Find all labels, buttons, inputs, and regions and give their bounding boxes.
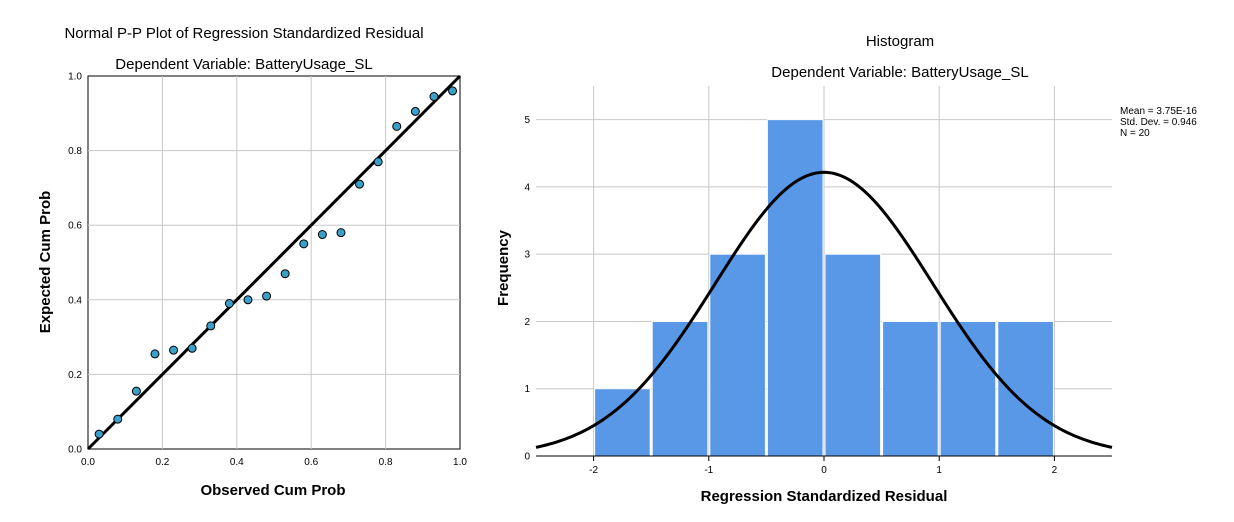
hist-y-tick-label: 0	[524, 452, 530, 463]
hist-bar	[651, 320, 709, 457]
pp-data-point	[169, 345, 179, 355]
pp-data-point	[429, 92, 439, 102]
pp-data-point	[243, 295, 253, 305]
stats-legend: Mean = 3.75E-16 Std. Dev. = 0.946 N = 20	[1120, 106, 1197, 139]
pp-data-point	[280, 269, 290, 279]
pp-plot: 0.0 0.2 0.4 0.6 0.8 1.0 0.0 0.2 0.4 0.6 0.8 1.0	[68, 72, 467, 469]
pp-y-tick-label: 0.2	[68, 370, 82, 381]
pp-x-tick-label: 0.6	[304, 457, 318, 468]
hist-y-tick-label: 4	[524, 182, 530, 193]
pp-data-point	[392, 121, 402, 131]
hist-bar	[594, 388, 651, 457]
hist-x-tick-label: -1	[704, 465, 713, 476]
pp-title: Normal P-P Plot of Regression Standardiz…	[64, 25, 423, 42]
hist-x-axis-label: Regression Standardized Residual	[701, 488, 948, 505]
hist-x-tick-label: 0	[821, 465, 827, 476]
hist-bar	[939, 320, 997, 457]
hist-bar	[824, 253, 882, 457]
pp-data-point	[150, 349, 160, 359]
pp-data-point	[336, 228, 346, 238]
hist-subtitle: Dependent Variable: BatteryUsage_SL	[771, 64, 1028, 81]
hist-x-tick-label: 1	[936, 465, 942, 476]
pp-data-point	[131, 386, 141, 396]
histogram-plot: -2 -1 0 1 2 0 1 2 3 4 5	[524, 86, 1113, 476]
pp-data-point	[373, 157, 383, 167]
pp-y-tick-label: 1.0	[68, 72, 82, 83]
hist-bar	[997, 320, 1054, 457]
pp-data-point	[94, 429, 104, 439]
stats-std-dev: Std. Dev. = 0.946	[1120, 117, 1197, 128]
pp-y-tick-label: 0.8	[68, 146, 82, 157]
pp-data-point	[187, 343, 197, 353]
pp-data-point	[299, 239, 309, 249]
hist-y-axis-label: Frequency	[495, 229, 512, 306]
pp-x-axis-label: Observed Cum Prob	[200, 482, 345, 499]
pp-data-point	[448, 86, 458, 96]
pp-data-point	[262, 291, 272, 301]
hist-bar	[709, 253, 766, 457]
pp-data-point	[317, 230, 327, 240]
pp-y-axis-label: Expected Cum Prob	[37, 191, 54, 334]
pp-x-tick-label: 0.2	[155, 457, 169, 468]
pp-x-tick-label: 0.0	[81, 457, 95, 468]
hist-y-tick-label: 1	[524, 384, 530, 395]
normal-curve	[535, 170, 1113, 449]
stats-mean: Mean = 3.75E-16	[1120, 106, 1197, 117]
pp-y-tick-label: 0.0	[68, 445, 82, 456]
hist-x-tick-label: -2	[589, 465, 598, 476]
pp-data-point	[113, 414, 123, 424]
hist-y-tick-label: 5	[524, 115, 530, 126]
pp-y-tick-label: 0.4	[68, 295, 82, 306]
pp-x-tick-label: 1.0	[453, 457, 467, 468]
pp-data-point	[206, 321, 216, 331]
pp-data-point	[355, 179, 365, 189]
pp-data-point	[224, 299, 234, 309]
pp-reference-line	[86, 74, 462, 451]
hist-y-tick-label: 3	[524, 250, 530, 261]
hist-title: Histogram	[866, 33, 934, 50]
pp-x-tick-label: 0.4	[230, 457, 244, 468]
pp-x-tick-label: 0.8	[379, 457, 393, 468]
pp-subtitle: Dependent Variable: BatteryUsage_SL	[115, 56, 372, 73]
hist-bar	[766, 119, 824, 457]
pp-data-point	[410, 106, 420, 116]
stats-n: N = 20	[1120, 128, 1150, 139]
hist-x-tick-label: 2	[1052, 465, 1058, 476]
hist-bar	[882, 320, 939, 457]
pp-y-tick-label: 0.6	[68, 221, 82, 232]
hist-y-tick-label: 2	[524, 317, 530, 328]
